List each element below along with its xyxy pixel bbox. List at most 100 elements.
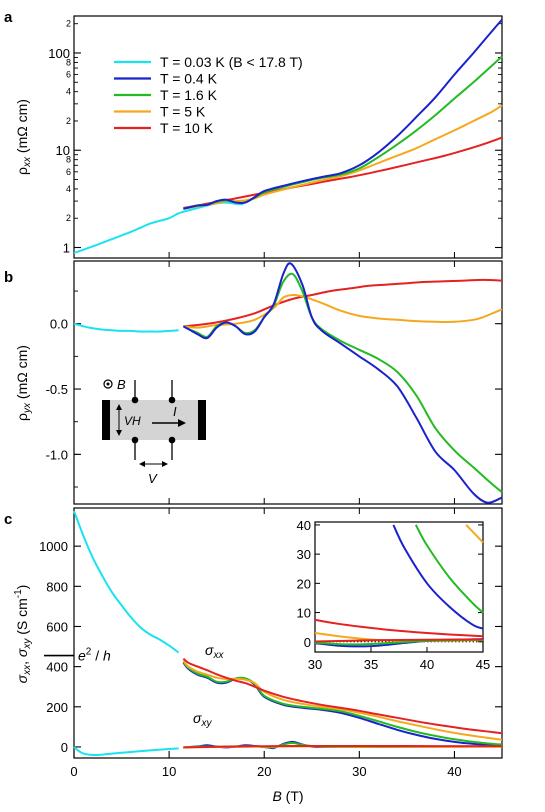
series-line-b (182, 262, 503, 504)
panel-b-series (73, 262, 503, 504)
y-minor-tick-label: 6 (66, 70, 71, 80)
x-tick-label: 10 (162, 764, 176, 779)
panel-label-b: b (4, 269, 13, 286)
panel-a-legend: T = 0.03 K (B < 17.8 T)T = 0.4 KT = 1.6 … (114, 54, 303, 136)
inset-series-line (314, 618, 484, 638)
y-minor-tick-label: 8 (66, 155, 71, 165)
panel-c-series (73, 510, 503, 757)
x-tick-label: 40 (447, 764, 461, 779)
field-out-of-plane-icon (103, 379, 113, 389)
panel-label-c: c (4, 511, 12, 528)
panel-a-frame (73, 15, 503, 259)
field-dot-icon (106, 382, 110, 386)
series-line-a (183, 55, 503, 210)
y-minor-tick-label: 2 (66, 19, 71, 29)
inset-series-line (392, 524, 484, 630)
panel-a-ylabel: ρxx (mΩ cm) (14, 99, 33, 175)
series-line-b (183, 293, 503, 329)
inset-x-tick-label: 40 (420, 657, 434, 672)
y-tick-label: 200 (46, 700, 68, 715)
series-line-b (73, 322, 179, 333)
contact-dot-icon (168, 396, 176, 404)
y-minor-tick-label: 4 (66, 87, 71, 97)
x-axis-label: B (T) (272, 788, 303, 804)
inset-y-tick-label: 40 (297, 518, 311, 533)
y-tick-label: -0.5 (46, 382, 68, 397)
series-line-c (183, 744, 502, 749)
hall-bar-right-contact (198, 400, 206, 440)
inset-y-tick-label: 10 (297, 606, 311, 621)
series-line-b (183, 278, 503, 328)
legend-entry: T = 10 K (160, 120, 214, 136)
panel-b-plot: 0.0 -0.5 -1.0 ρyx (mΩ cm) B VH (14, 260, 503, 505)
y-minor-tick-label: 2 (66, 213, 71, 223)
contact-dot-icon (168, 436, 176, 444)
y-minor-tick-label: 6 (66, 167, 71, 177)
panel-c-frame (73, 507, 503, 759)
legend-entry: T = 0.03 K (B < 17.8 T) (160, 54, 303, 70)
inset-b-label: B (117, 377, 126, 392)
sigma-xy-label: σxy (193, 710, 212, 729)
legend-entry: T = 5 K (160, 104, 206, 120)
inset-y-tick-label: 30 (297, 547, 311, 562)
series-line-c (73, 510, 180, 654)
panel-a-ticks: 1 10 100 2 4 6 8 2 4 6 8 2 (48, 19, 502, 258)
series-line-c (73, 746, 179, 757)
inset-series-line (414, 524, 484, 614)
inset-v-label: V (148, 471, 158, 486)
panel-c-ylabel: σxx, σxy (S cm-1) (13, 585, 33, 684)
e2h-reference-label: e2 / h (78, 647, 111, 664)
inset-y-tick-label: 0 (304, 635, 311, 650)
series-line-b (182, 272, 503, 493)
y-minor-tick-label: 8 (66, 57, 71, 67)
hall-bar-schematic: B VH I V (102, 377, 206, 486)
x-tick-label: 30 (352, 764, 366, 779)
y-tick-label: 0 (61, 740, 68, 755)
panel-b-ticks: 0.0 -0.5 -1.0 (46, 261, 502, 504)
series-line-c (182, 660, 503, 746)
y-tick-label: 400 (46, 660, 68, 675)
y-tick-label: 1000 (39, 539, 68, 554)
x-tick-label: 0 (70, 764, 77, 779)
series-line-c (182, 659, 503, 741)
y-minor-tick-label: 2 (66, 116, 71, 126)
inset-x-tick-label: 30 (308, 657, 322, 672)
panel-b-frame (73, 260, 503, 505)
inset-vh-label: VH (124, 414, 141, 428)
panel-label-a: a (4, 9, 13, 26)
contact-dot-icon (131, 396, 139, 404)
y-tick-label: 1 (63, 241, 70, 256)
y-tick-label: 600 (46, 619, 68, 634)
series-line-a (183, 104, 503, 210)
hall-bar-sample (106, 400, 202, 440)
y-tick-label: 0.0 (50, 317, 68, 332)
series-line-a (73, 201, 244, 254)
inset-series-line (314, 638, 484, 643)
hall-bar-left-contact (102, 400, 110, 440)
series-line-c (182, 657, 503, 735)
inset-i-label: I (173, 404, 177, 419)
x-tick-label: 20 (257, 764, 271, 779)
legend-entry: T = 0.4 K (160, 71, 218, 87)
legend-entry: T = 1.6 K (160, 87, 218, 103)
y-tick-label: 800 (46, 579, 68, 594)
inset-x-tick-label: 45 (476, 657, 490, 672)
inset-x-tick-label: 35 (364, 657, 378, 672)
y-tick-label: 10 (56, 143, 70, 158)
y-minor-tick-label: 4 (66, 184, 71, 194)
panel-c-inset: 0 10 20 30 40 30 35 40 45 (297, 518, 491, 672)
panel-b-ylabel: ρyx (mΩ cm) (14, 345, 33, 421)
series-line-a (183, 19, 503, 210)
y-tick-label: -1.0 (46, 447, 68, 462)
y-tick-label: 100 (48, 46, 70, 61)
panel-a-series (73, 19, 503, 254)
sigma-xx-label: σxx (205, 642, 224, 661)
inset-series-line (465, 524, 484, 544)
inset-y-tick-label: 20 (297, 576, 311, 591)
inset-series (314, 524, 484, 648)
series-line-a (183, 136, 503, 209)
contact-dot-icon (131, 436, 139, 444)
